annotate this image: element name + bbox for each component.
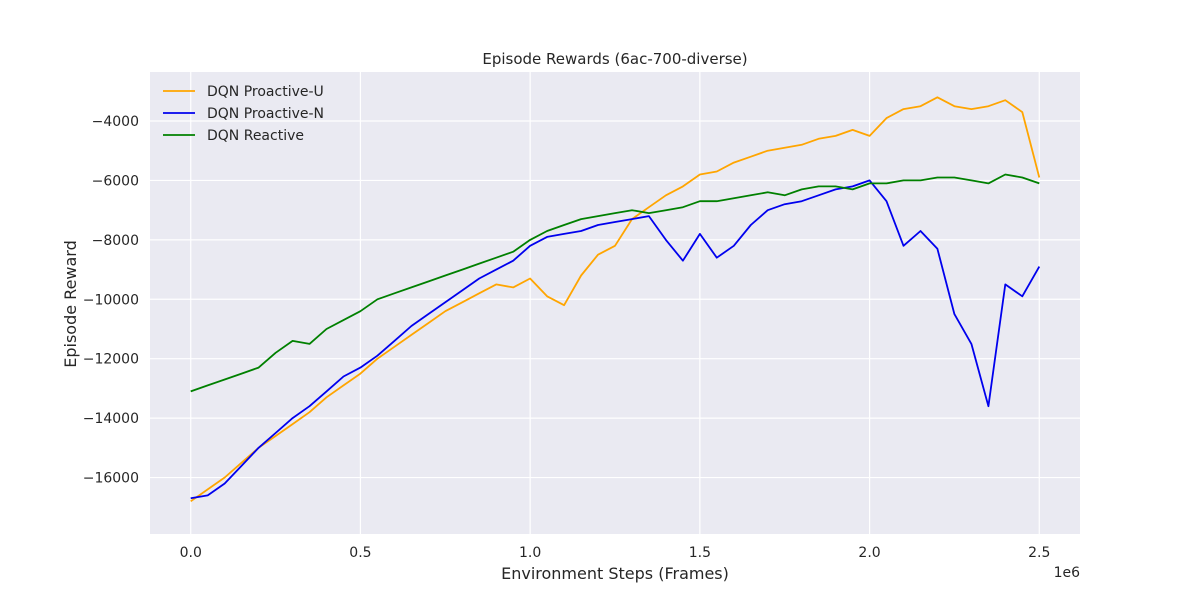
legend-entry: DQN Reactive xyxy=(207,128,304,144)
y-axis-ticks: −16000 −14000 −12000 −10000 −8000 −6000 −4000 xyxy=(83,114,139,487)
x-axis-offset-label: 1e6 xyxy=(1054,565,1081,581)
series-line-1 xyxy=(190,179,1041,500)
x-axis-label: Environment Steps (Frames) xyxy=(501,564,729,583)
x-tick-label: 2.0 xyxy=(858,545,880,561)
x-tick-label: 0.5 xyxy=(349,545,371,561)
y-tick-label: −10000 xyxy=(83,292,139,308)
chart-title: Episode Rewards (6ac-700-diverse) xyxy=(482,50,747,68)
x-tick-label: 2.5 xyxy=(1028,545,1050,561)
legend: DQN Proactive-U DQN Proactive-N DQN Reacti… xyxy=(163,84,324,144)
x-tick-label: 0.0 xyxy=(180,545,202,561)
series-layer xyxy=(190,96,1041,503)
x-tick-label: 1.0 xyxy=(519,545,541,561)
legend-entry: DQN Proactive-U xyxy=(207,84,324,100)
y-axis-label: Episode Reward xyxy=(61,240,80,368)
grid-lines xyxy=(150,72,1080,534)
plot-area xyxy=(150,72,1080,534)
y-tick-label: −8000 xyxy=(92,233,139,249)
x-tick-label: 1.5 xyxy=(689,545,711,561)
series-line-0 xyxy=(190,96,1041,503)
y-tick-label: −14000 xyxy=(83,411,139,427)
x-axis-ticks: 0.0 0.5 1.0 1.5 2.0 2.5 xyxy=(180,545,1051,561)
legend-entry: DQN Proactive-N xyxy=(207,106,324,122)
series-line-2 xyxy=(190,173,1040,393)
y-tick-label: −4000 xyxy=(92,114,139,130)
y-tick-label: −12000 xyxy=(83,352,139,368)
y-tick-label: −6000 xyxy=(92,173,139,189)
y-tick-label: −16000 xyxy=(83,471,139,487)
